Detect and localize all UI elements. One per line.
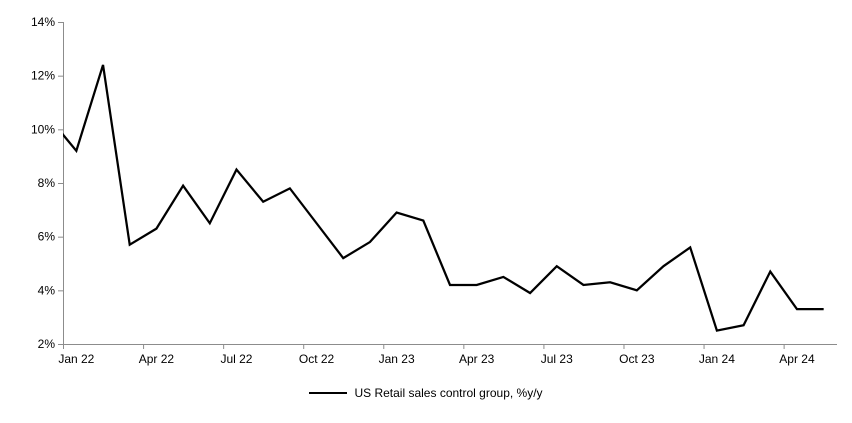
line-chart: 14% 12% 10% 8% 6% 4% 2%Jan 22 Apr 22 Jul 22 Oct 2… (31, 15, 837, 366)
x-tick-label: Oct 23 (619, 352, 655, 366)
x-tick-label: Oct 22 (299, 352, 335, 366)
legend-line-swatch (309, 392, 348, 394)
x-tick-label: Apr 24 (779, 352, 815, 366)
x-tick-label: Jul 22 (220, 352, 252, 366)
y-tick-label: 8% (38, 176, 56, 190)
x-tick-label: Jan 22 (58, 352, 94, 366)
x-tick-label: Apr 23 (459, 352, 495, 366)
legend: US Retail sales control group, %y/y (0, 386, 852, 400)
series-line (63, 64, 824, 332)
legend-label: US Retail sales control group, %y/y (354, 386, 543, 400)
x-tick-label: Jan 24 (699, 352, 735, 366)
y-tick-label: 10% (31, 122, 55, 136)
y-tick-label: 2% (38, 337, 56, 351)
x-tick-label: Jan 23 (379, 352, 415, 366)
y-tick-label: 4% (38, 283, 56, 297)
y-tick-label: 12% (31, 69, 55, 83)
x-tick-label: Apr 22 (139, 352, 175, 366)
y-tick-label: 14% (31, 15, 55, 29)
x-tick-label: Jul 23 (541, 352, 573, 366)
y-tick-label: 6% (38, 230, 56, 244)
